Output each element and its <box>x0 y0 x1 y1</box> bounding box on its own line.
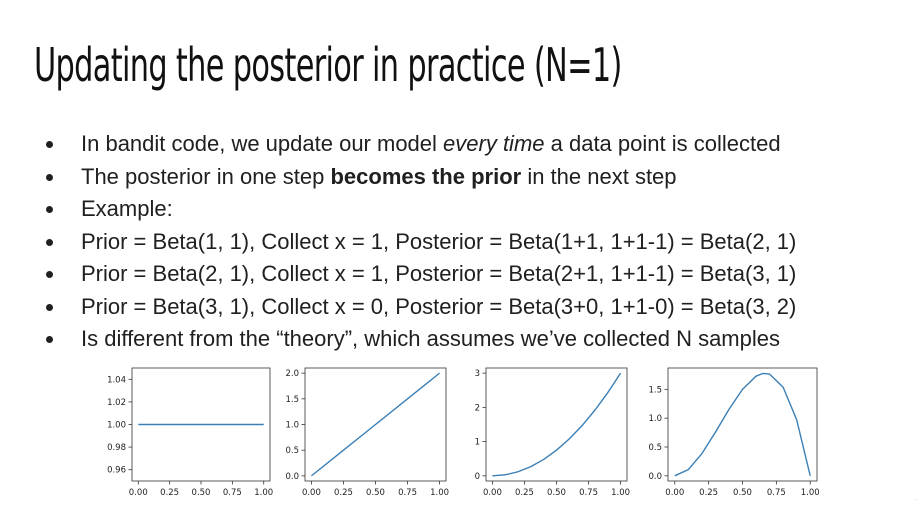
plot-panel-4: 0.00 0.25 0.50 0.75 1.00 0.0 0.5 1.0 1.5 <box>648 367 820 498</box>
y-tick-label: 0.98 <box>107 443 126 453</box>
plot-panel-3: 0.00 0.25 0.50 0.75 1.00 0 1 2 3 <box>475 367 630 498</box>
y-tick-label: 0.0 <box>285 472 299 482</box>
x-tick-label: 1.00 <box>254 488 273 498</box>
series-line <box>492 372 622 477</box>
bullet-item: Prior = Beta(2, 1), Collect x = 1, Poste… <box>42 258 796 291</box>
bullet-list: In bandit code, we update our model ever… <box>42 128 796 356</box>
slide-title: Updating the posterior in practice (N=1) <box>34 38 622 92</box>
series-line <box>310 372 441 477</box>
x-tick-label: 0.25 <box>334 488 353 498</box>
y-tick-label: 1.00 <box>107 421 126 431</box>
x-tick-label: 0.75 <box>579 488 598 498</box>
plot-panel-1: 0.00 0.25 0.50 0.75 1.00 0.96 0.98 1.00 1.02 1.04 <box>107 367 273 498</box>
x-tick-label: 0.25 <box>699 488 718 498</box>
series-line <box>674 372 811 477</box>
y-tick-label: 0 <box>475 472 480 482</box>
x-tick-label: 0.00 <box>129 488 148 498</box>
x-tick-label: 0.75 <box>223 488 242 498</box>
x-tick-label: 0.00 <box>483 488 502 498</box>
y-tick-label: 1.0 <box>285 421 299 431</box>
plot-panels: 0.00 0.25 0.50 0.75 1.000.960.981.001.021.04… <box>107 367 820 498</box>
x-tick-label: 0.75 <box>398 488 417 498</box>
bullet-dot <box>46 271 53 278</box>
x-tick-label: 1.00 <box>611 488 630 498</box>
y-tick-label: 1 <box>475 438 480 448</box>
emphasis-text: every time <box>443 131 545 156</box>
y-tick-label: 2 <box>475 403 480 413</box>
y-tick-label: 1.0 <box>648 414 662 424</box>
bullet-dot <box>46 173 53 181</box>
bullet-dot <box>46 141 53 148</box>
bullet-item: Is different from the “theory”, which as… <box>42 323 796 356</box>
bullet-item: The posterior in one step becomes the pr… <box>42 161 796 194</box>
x-tick-label: 1.00 <box>430 488 449 498</box>
y-tick-label: 2.0 <box>285 369 299 379</box>
bullet-dot <box>46 303 53 311</box>
bullet-item: Example: <box>42 193 796 226</box>
bullet-item: Prior = Beta(1, 1), Collect x = 1, Poste… <box>42 226 796 259</box>
plot-frame <box>485 367 628 482</box>
bold-text: becomes the prior <box>330 163 522 189</box>
y-tick-label: 3 <box>475 369 480 379</box>
x-tick-label: 0.00 <box>302 488 321 498</box>
y-tick-label: 1.04 <box>107 375 126 385</box>
x-tick-label: 0.50 <box>192 488 211 498</box>
plot-row: 0.00 0.25 0.50 0.75 1.00 0.96 0.98 1.00 1.02 1.04… <box>88 358 828 508</box>
plot-frame <box>667 367 818 482</box>
y-tick-label: 0.5 <box>648 443 662 453</box>
x-tick-label: 1.00 <box>801 488 820 498</box>
x-tick-label: 0.50 <box>733 488 752 498</box>
y-tick-label: 1.5 <box>648 385 662 395</box>
x-tick-label: 0.25 <box>515 488 534 498</box>
bullet-item: Prior = Beta(3, 1), Collect x = 0, Poste… <box>42 291 796 324</box>
y-tick-label: 1.5 <box>285 395 299 405</box>
bullet-dot <box>46 238 53 246</box>
bullet-dot <box>46 206 53 213</box>
x-tick-label: 0.50 <box>366 488 385 498</box>
bullet-item: In bandit code, we update our model ever… <box>42 128 796 161</box>
y-tick-label: 1.02 <box>107 398 126 408</box>
x-tick-label: 0.75 <box>767 488 786 498</box>
plot-panel-2: 0.00 0.25 0.50 0.75 1.00 0.0 0.5 1.0 1.5 2.0 <box>285 367 449 498</box>
x-tick-label: 0.50 <box>547 488 566 498</box>
x-tick-label: 0.00 <box>665 488 684 498</box>
corner-mark: · <box>914 495 917 504</box>
y-tick-label: 0.96 <box>107 466 126 476</box>
bullet-dot <box>46 336 53 343</box>
x-tick-label: 0.25 <box>160 488 179 498</box>
y-tick-label: 0.5 <box>285 446 299 456</box>
y-tick-label: 0.0 <box>648 472 662 482</box>
